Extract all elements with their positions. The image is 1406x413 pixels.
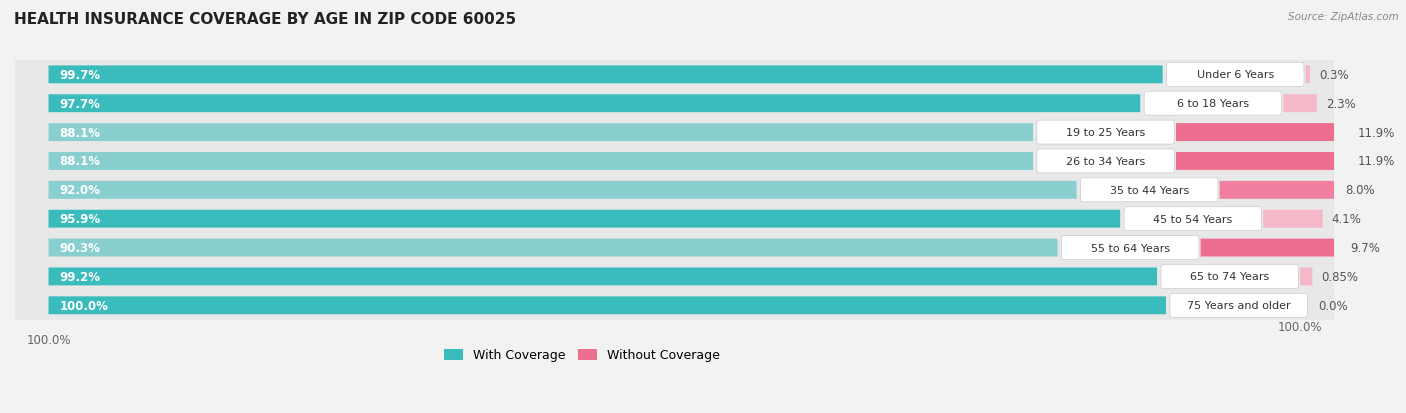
- FancyBboxPatch shape: [1263, 210, 1323, 228]
- Text: 88.1%: 88.1%: [59, 126, 101, 139]
- FancyBboxPatch shape: [1201, 239, 1341, 257]
- Text: 99.7%: 99.7%: [59, 69, 101, 82]
- FancyBboxPatch shape: [15, 176, 1367, 205]
- Text: 97.7%: 97.7%: [59, 97, 101, 110]
- FancyBboxPatch shape: [49, 95, 1140, 113]
- FancyBboxPatch shape: [1080, 178, 1218, 202]
- Text: 6 to 18 Years: 6 to 18 Years: [1177, 99, 1249, 109]
- Text: HEALTH INSURANCE COVERAGE BY AGE IN ZIP CODE 60025: HEALTH INSURANCE COVERAGE BY AGE IN ZIP …: [14, 12, 516, 27]
- FancyBboxPatch shape: [1123, 207, 1261, 231]
- Text: 2.3%: 2.3%: [1326, 97, 1355, 110]
- Text: 99.2%: 99.2%: [59, 270, 101, 283]
- Text: 11.9%: 11.9%: [1358, 126, 1395, 139]
- FancyBboxPatch shape: [1170, 294, 1308, 318]
- Text: 95.9%: 95.9%: [59, 213, 101, 225]
- FancyBboxPatch shape: [49, 124, 1033, 142]
- Text: 90.3%: 90.3%: [59, 242, 101, 254]
- Text: 8.0%: 8.0%: [1344, 184, 1375, 197]
- FancyBboxPatch shape: [49, 153, 1033, 171]
- Text: 0.0%: 0.0%: [1317, 299, 1347, 312]
- FancyBboxPatch shape: [49, 181, 1077, 199]
- Text: 4.1%: 4.1%: [1331, 213, 1361, 225]
- FancyBboxPatch shape: [49, 239, 1057, 257]
- FancyBboxPatch shape: [1175, 124, 1348, 142]
- FancyBboxPatch shape: [1219, 181, 1336, 199]
- Text: 35 to 44 Years: 35 to 44 Years: [1109, 185, 1189, 195]
- FancyBboxPatch shape: [1175, 153, 1348, 171]
- FancyBboxPatch shape: [15, 262, 1367, 291]
- FancyBboxPatch shape: [1306, 66, 1310, 84]
- Text: 9.7%: 9.7%: [1350, 242, 1381, 254]
- Text: 88.1%: 88.1%: [59, 155, 101, 168]
- FancyBboxPatch shape: [49, 66, 1163, 84]
- FancyBboxPatch shape: [1161, 265, 1298, 289]
- FancyBboxPatch shape: [15, 90, 1367, 119]
- Legend: With Coverage, Without Coverage: With Coverage, Without Coverage: [439, 344, 724, 367]
- FancyBboxPatch shape: [49, 297, 1166, 314]
- Text: 19 to 25 Years: 19 to 25 Years: [1066, 128, 1146, 138]
- Text: 100.0%: 100.0%: [59, 299, 108, 312]
- Text: 100.0%: 100.0%: [1278, 320, 1323, 334]
- FancyBboxPatch shape: [15, 61, 1367, 90]
- Text: 26 to 34 Years: 26 to 34 Years: [1066, 157, 1146, 166]
- Text: 92.0%: 92.0%: [59, 184, 101, 197]
- FancyBboxPatch shape: [15, 291, 1367, 320]
- FancyBboxPatch shape: [15, 119, 1367, 147]
- FancyBboxPatch shape: [15, 205, 1367, 234]
- FancyBboxPatch shape: [1144, 92, 1282, 116]
- FancyBboxPatch shape: [1284, 95, 1316, 113]
- FancyBboxPatch shape: [15, 147, 1367, 176]
- Text: 11.9%: 11.9%: [1358, 155, 1395, 168]
- Text: 0.85%: 0.85%: [1322, 270, 1358, 283]
- Text: 75 Years and older: 75 Years and older: [1187, 301, 1291, 311]
- FancyBboxPatch shape: [15, 234, 1367, 262]
- Text: 45 to 54 Years: 45 to 54 Years: [1153, 214, 1233, 224]
- FancyBboxPatch shape: [1301, 268, 1312, 286]
- FancyBboxPatch shape: [1062, 236, 1199, 260]
- FancyBboxPatch shape: [1167, 63, 1303, 87]
- Text: 55 to 64 Years: 55 to 64 Years: [1091, 243, 1170, 253]
- FancyBboxPatch shape: [1036, 121, 1174, 145]
- FancyBboxPatch shape: [49, 268, 1157, 286]
- FancyBboxPatch shape: [1036, 150, 1174, 173]
- Text: 0.3%: 0.3%: [1319, 69, 1348, 82]
- Text: 65 to 74 Years: 65 to 74 Years: [1189, 272, 1270, 282]
- Text: Source: ZipAtlas.com: Source: ZipAtlas.com: [1288, 12, 1399, 22]
- FancyBboxPatch shape: [49, 210, 1121, 228]
- Text: Under 6 Years: Under 6 Years: [1197, 70, 1274, 80]
